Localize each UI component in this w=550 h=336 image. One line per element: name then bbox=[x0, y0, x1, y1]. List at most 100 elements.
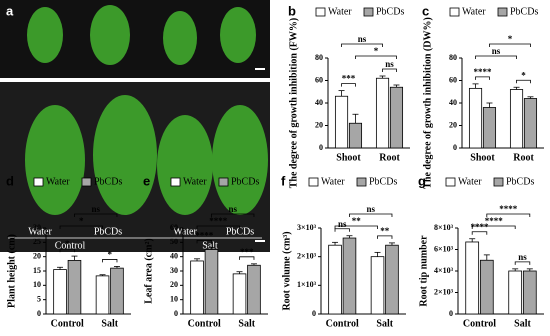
sig-label: ns bbox=[338, 219, 347, 229]
legend-label: PbCDs bbox=[369, 176, 397, 187]
y-tick-label: 2×10³ bbox=[297, 251, 317, 260]
sig-bracket bbox=[471, 225, 516, 229]
error-bar bbox=[113, 266, 120, 269]
bar bbox=[110, 267, 124, 315]
y-tick-label: 20 bbox=[170, 280, 178, 289]
y-tick-label: 0 bbox=[37, 309, 41, 318]
sig-label: *** bbox=[342, 74, 356, 84]
legend-label: Water bbox=[183, 176, 207, 187]
sig-bracket bbox=[514, 261, 531, 265]
sig-bracket bbox=[59, 225, 103, 229]
y-tick-label: 2×10³ bbox=[434, 287, 454, 296]
sig-bracket bbox=[59, 248, 75, 253]
sig-bracket bbox=[475, 76, 490, 80]
error-bar bbox=[486, 102, 493, 108]
panel-letter: a bbox=[6, 3, 14, 18]
bar bbox=[479, 259, 494, 315]
sig-bracket bbox=[516, 79, 531, 84]
sig-label: ** bbox=[352, 216, 362, 226]
sig-label: ns bbox=[366, 204, 375, 214]
sig-bracket bbox=[334, 228, 350, 232]
bar bbox=[465, 241, 480, 315]
error-bar bbox=[393, 84, 400, 88]
panel-letter: e bbox=[143, 173, 150, 188]
sig-label: ns bbox=[358, 34, 367, 44]
y-tick-label: 20 bbox=[449, 120, 457, 129]
y-tick-label: 80 bbox=[315, 53, 323, 62]
legend-label: PbCDs bbox=[376, 6, 404, 17]
x-tick-label: Control bbox=[463, 318, 496, 329]
bar bbox=[204, 249, 219, 315]
x-tick-label: Salt bbox=[514, 318, 531, 329]
sig-bracket bbox=[382, 68, 397, 72]
error-bar bbox=[379, 75, 386, 79]
y-tick-label: 3×10³ bbox=[297, 223, 317, 232]
y-axis-label: The degree of growth inhibition (DW%) bbox=[422, 17, 433, 189]
photo-label: PbCDs bbox=[226, 226, 254, 237]
legend-swatch bbox=[445, 177, 456, 187]
y-axis-label: Root volume (cm³) bbox=[281, 231, 292, 310]
bar bbox=[67, 259, 82, 315]
sig-label: ns bbox=[385, 59, 394, 69]
error-bar bbox=[57, 266, 64, 270]
legend-swatch bbox=[33, 177, 44, 187]
bar bbox=[328, 244, 342, 315]
y-axis-label: Plant height (cm) bbox=[6, 234, 17, 308]
y-tick-label: 60 bbox=[170, 223, 178, 232]
sig-label: ** bbox=[380, 226, 390, 236]
y-tick-label: 5 bbox=[37, 294, 41, 303]
x-tick-label: Control bbox=[188, 318, 221, 329]
error-bar bbox=[99, 274, 106, 276]
error-bar bbox=[346, 235, 353, 239]
x-tick-label: Shoot bbox=[470, 152, 495, 163]
sig-bracket bbox=[334, 225, 378, 229]
legend-swatch bbox=[363, 7, 374, 17]
photo-label: PbCDs bbox=[94, 226, 122, 237]
sig-bracket bbox=[377, 235, 393, 239]
sig-label: * bbox=[108, 249, 113, 259]
sig-bracket bbox=[196, 239, 212, 244]
error-bar bbox=[513, 86, 520, 90]
legend-swatch bbox=[218, 177, 229, 187]
sig-label: **** bbox=[485, 216, 504, 226]
y-tick-label: 8×10³ bbox=[434, 223, 454, 232]
scale-bar bbox=[255, 68, 265, 70]
sig-bracket bbox=[471, 231, 488, 235]
panel-letter: f bbox=[281, 173, 286, 188]
legend-label: Water bbox=[458, 176, 482, 187]
bar bbox=[342, 237, 357, 315]
y-tick-label: 50 bbox=[170, 237, 178, 246]
panel-letter: b bbox=[288, 3, 296, 18]
error-bar bbox=[338, 90, 345, 97]
sig-bracket bbox=[239, 256, 255, 260]
bar bbox=[509, 89, 524, 149]
bar bbox=[389, 86, 404, 149]
error-bar bbox=[250, 263, 257, 266]
x-tick-label: Root bbox=[513, 152, 534, 163]
x-tick-label: Salt bbox=[376, 318, 393, 329]
legend-label: Water bbox=[328, 6, 352, 17]
photo-label: Water bbox=[173, 226, 197, 237]
error-bar bbox=[512, 268, 519, 271]
bar bbox=[53, 269, 67, 315]
sig-label: * bbox=[508, 34, 513, 44]
photo-label: Control bbox=[55, 240, 86, 251]
legend-swatch bbox=[356, 177, 367, 187]
bar bbox=[95, 275, 110, 315]
sig-label: **** bbox=[471, 222, 490, 232]
photo-label: Salt bbox=[202, 240, 218, 251]
bar bbox=[385, 244, 399, 315]
y-tick-label: 80 bbox=[449, 53, 457, 62]
panel-letter: c bbox=[422, 3, 429, 18]
sig-label: * bbox=[79, 216, 84, 226]
legend-label: Water bbox=[321, 176, 345, 187]
y-tick-label: 0 bbox=[453, 143, 457, 152]
sig-bracket bbox=[355, 55, 397, 59]
y-tick-label: 30 bbox=[33, 223, 41, 232]
sig-label: **** bbox=[474, 67, 493, 77]
y-tick-label: 4×10³ bbox=[434, 266, 454, 275]
legend-label: Water bbox=[462, 6, 486, 17]
sig-bracket bbox=[349, 213, 393, 217]
error-bar bbox=[483, 254, 490, 261]
legend-swatch bbox=[315, 7, 326, 17]
